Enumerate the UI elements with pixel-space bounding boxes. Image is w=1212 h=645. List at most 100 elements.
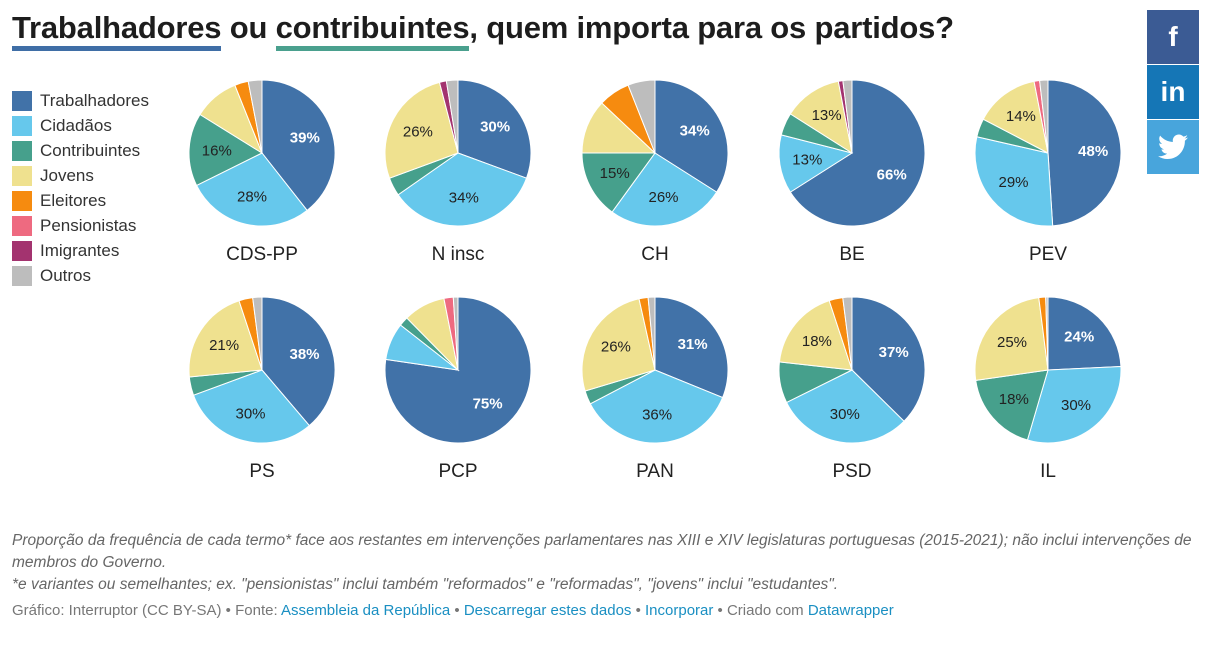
pie-slice-cidad-os bbox=[974, 136, 1054, 227]
pie-slice-contribuintes bbox=[188, 113, 264, 187]
legend-item-imigrantes: Imigrantes bbox=[12, 238, 149, 263]
pie-slice-jovens bbox=[188, 300, 263, 378]
datawrapper-link[interactable]: Datawrapper bbox=[807, 602, 894, 619]
title-or: ou bbox=[221, 10, 276, 45]
legend-swatch bbox=[12, 240, 32, 261]
pie-value-label: 39% bbox=[290, 130, 320, 147]
pie-pcp: 75% PCP bbox=[384, 296, 532, 482]
pie-slice-trabalhadores bbox=[851, 296, 926, 422]
pie-slice-trabalhadores bbox=[654, 296, 729, 399]
pie-title: CDS-PP bbox=[226, 244, 298, 265]
pie-slice-jovens bbox=[789, 80, 853, 155]
pie-value-label: 34% bbox=[680, 123, 710, 140]
pie-slice-jovens bbox=[581, 298, 656, 392]
pie-slice-cidad-os bbox=[611, 152, 718, 227]
legend-item-eleitores: Eleitores bbox=[12, 188, 149, 213]
pie-charts: 39% 28% 16% CDS-PP 30% 34% 26% N insc 34% 26% 15% C… bbox=[188, 79, 1122, 482]
pie-pev: 48% 29% 14% PEV bbox=[974, 79, 1122, 265]
download-data-link[interactable]: Descarregar estes dados bbox=[463, 602, 632, 619]
pie-title: IL bbox=[1040, 461, 1056, 482]
legend-label: Outros bbox=[40, 265, 92, 285]
pie-value-label: 25% bbox=[997, 334, 1027, 351]
chart-notes: Proporção da frequência de cada termo* f… bbox=[12, 530, 1197, 596]
pie-value-label: 14% bbox=[1006, 108, 1036, 125]
pie-title: PEV bbox=[1029, 244, 1067, 265]
legend-label: Eleitores bbox=[40, 190, 107, 210]
pie-title: PAN bbox=[636, 461, 674, 482]
pie-value-label: 30% bbox=[1061, 397, 1091, 414]
pie-value-label: 28% bbox=[237, 189, 267, 206]
source-line: Gráfico: Interruptor (CC BY-SA) • Fonte:… bbox=[12, 602, 894, 619]
pie-cds-pp: 39% 28% 16% CDS-PP bbox=[188, 79, 336, 265]
pie-psd: 37% 30% 18% PSD bbox=[778, 296, 926, 482]
pie-slice-cidad-os bbox=[589, 369, 724, 444]
source-sep: • bbox=[631, 602, 646, 619]
legend-label: Jovens bbox=[40, 165, 94, 185]
facebook-share-button[interactable]: f bbox=[1147, 10, 1199, 64]
pie-value-label: 24% bbox=[1064, 329, 1094, 346]
pie-slice-trabalhadores bbox=[1047, 296, 1122, 371]
pie-title: PS bbox=[249, 461, 274, 482]
pie-slice-cidad-os bbox=[192, 369, 311, 444]
pie-value-label: 18% bbox=[802, 333, 832, 350]
pie-slice-jovens bbox=[974, 297, 1049, 381]
title-rest: , quem importa para os partidos? bbox=[469, 10, 954, 45]
legend-swatch bbox=[12, 265, 32, 286]
pie-ch: 34% 26% 15% CH bbox=[581, 79, 729, 265]
pie-slice-outros bbox=[627, 79, 656, 154]
pie-slice-cidad-os bbox=[1026, 366, 1122, 444]
pie-slice-outros bbox=[252, 296, 263, 371]
pie-value-label: 16% bbox=[202, 142, 232, 159]
linkedin-share-button[interactable]: in bbox=[1147, 65, 1199, 119]
pie-value-label: 30% bbox=[830, 406, 860, 423]
pie-value-label: 38% bbox=[289, 346, 319, 363]
legend-item-outros: Outros bbox=[12, 263, 149, 288]
pie-title: PCP bbox=[438, 461, 477, 482]
title-trabalhadores: Trabalhadores bbox=[12, 10, 222, 51]
source-prefix: Gráfico: Interruptor (CC BY-SA) • Fonte: bbox=[12, 602, 281, 619]
pie-slice-trabalhadores bbox=[789, 79, 926, 227]
legend-item-contribuintes: Contribuintes bbox=[12, 138, 149, 163]
pie-slice-outros bbox=[452, 296, 459, 371]
pie-value-label: 31% bbox=[678, 336, 708, 353]
note-footnote: *e variantes ou semelhantes; ex. "pensio… bbox=[12, 576, 839, 593]
legend-label: Cidadãos bbox=[40, 115, 112, 135]
pie-value-label: 26% bbox=[601, 339, 631, 356]
pie-il: 24% 30% 18% 25% IL bbox=[974, 296, 1122, 482]
pie-value-label: 29% bbox=[998, 174, 1028, 191]
legend-label: Trabalhadores bbox=[40, 90, 149, 110]
pie-title: N insc bbox=[432, 244, 485, 265]
pie-value-label: 21% bbox=[209, 337, 239, 354]
pie-slice-outros bbox=[1039, 79, 1049, 154]
pie-ps: 38% 30% 21% PS bbox=[188, 296, 336, 482]
pie-slice-outros bbox=[842, 79, 853, 154]
twitter-share-button[interactable] bbox=[1147, 120, 1199, 174]
pie-slice-trabalhadores bbox=[261, 296, 336, 427]
pie-value-label: 13% bbox=[812, 107, 842, 124]
pie-value-label: 26% bbox=[648, 189, 678, 206]
source-sep: • Criado com bbox=[713, 602, 808, 619]
pie-value-label: 34% bbox=[449, 189, 479, 206]
pie-slice-outros bbox=[647, 296, 656, 371]
legend-item-trabalhadores: Trabalhadores bbox=[12, 88, 149, 113]
pie-value-label: 48% bbox=[1078, 143, 1108, 160]
pie-slice-cidad-os bbox=[195, 152, 308, 227]
pie-slice-jovens bbox=[384, 81, 459, 179]
pie-slice-trabalhadores bbox=[1047, 79, 1122, 227]
pie-slice-outros bbox=[445, 79, 459, 154]
legend-label: Pensionistas bbox=[40, 215, 137, 235]
pie-slice-trabalhadores bbox=[261, 79, 336, 212]
pie-slice-outros bbox=[247, 79, 263, 154]
pie-value-label: 26% bbox=[403, 124, 433, 141]
pie-slice-outros bbox=[842, 296, 853, 371]
source-link[interactable]: Assembleia da República bbox=[280, 602, 451, 619]
pie-pan: 31% 36% 26% PAN bbox=[581, 296, 729, 482]
legend: Trabalhadores Cidadãos Contribuintes Jov… bbox=[12, 88, 149, 288]
pie-value-label: 13% bbox=[792, 152, 822, 169]
pie-value-label: 30% bbox=[480, 119, 510, 136]
legend-swatch bbox=[12, 140, 32, 161]
pie-slice-trabalhadores bbox=[457, 79, 532, 179]
embed-link[interactable]: Incorporar bbox=[645, 602, 714, 619]
legend-swatch bbox=[12, 190, 32, 211]
legend-swatch bbox=[12, 90, 32, 111]
